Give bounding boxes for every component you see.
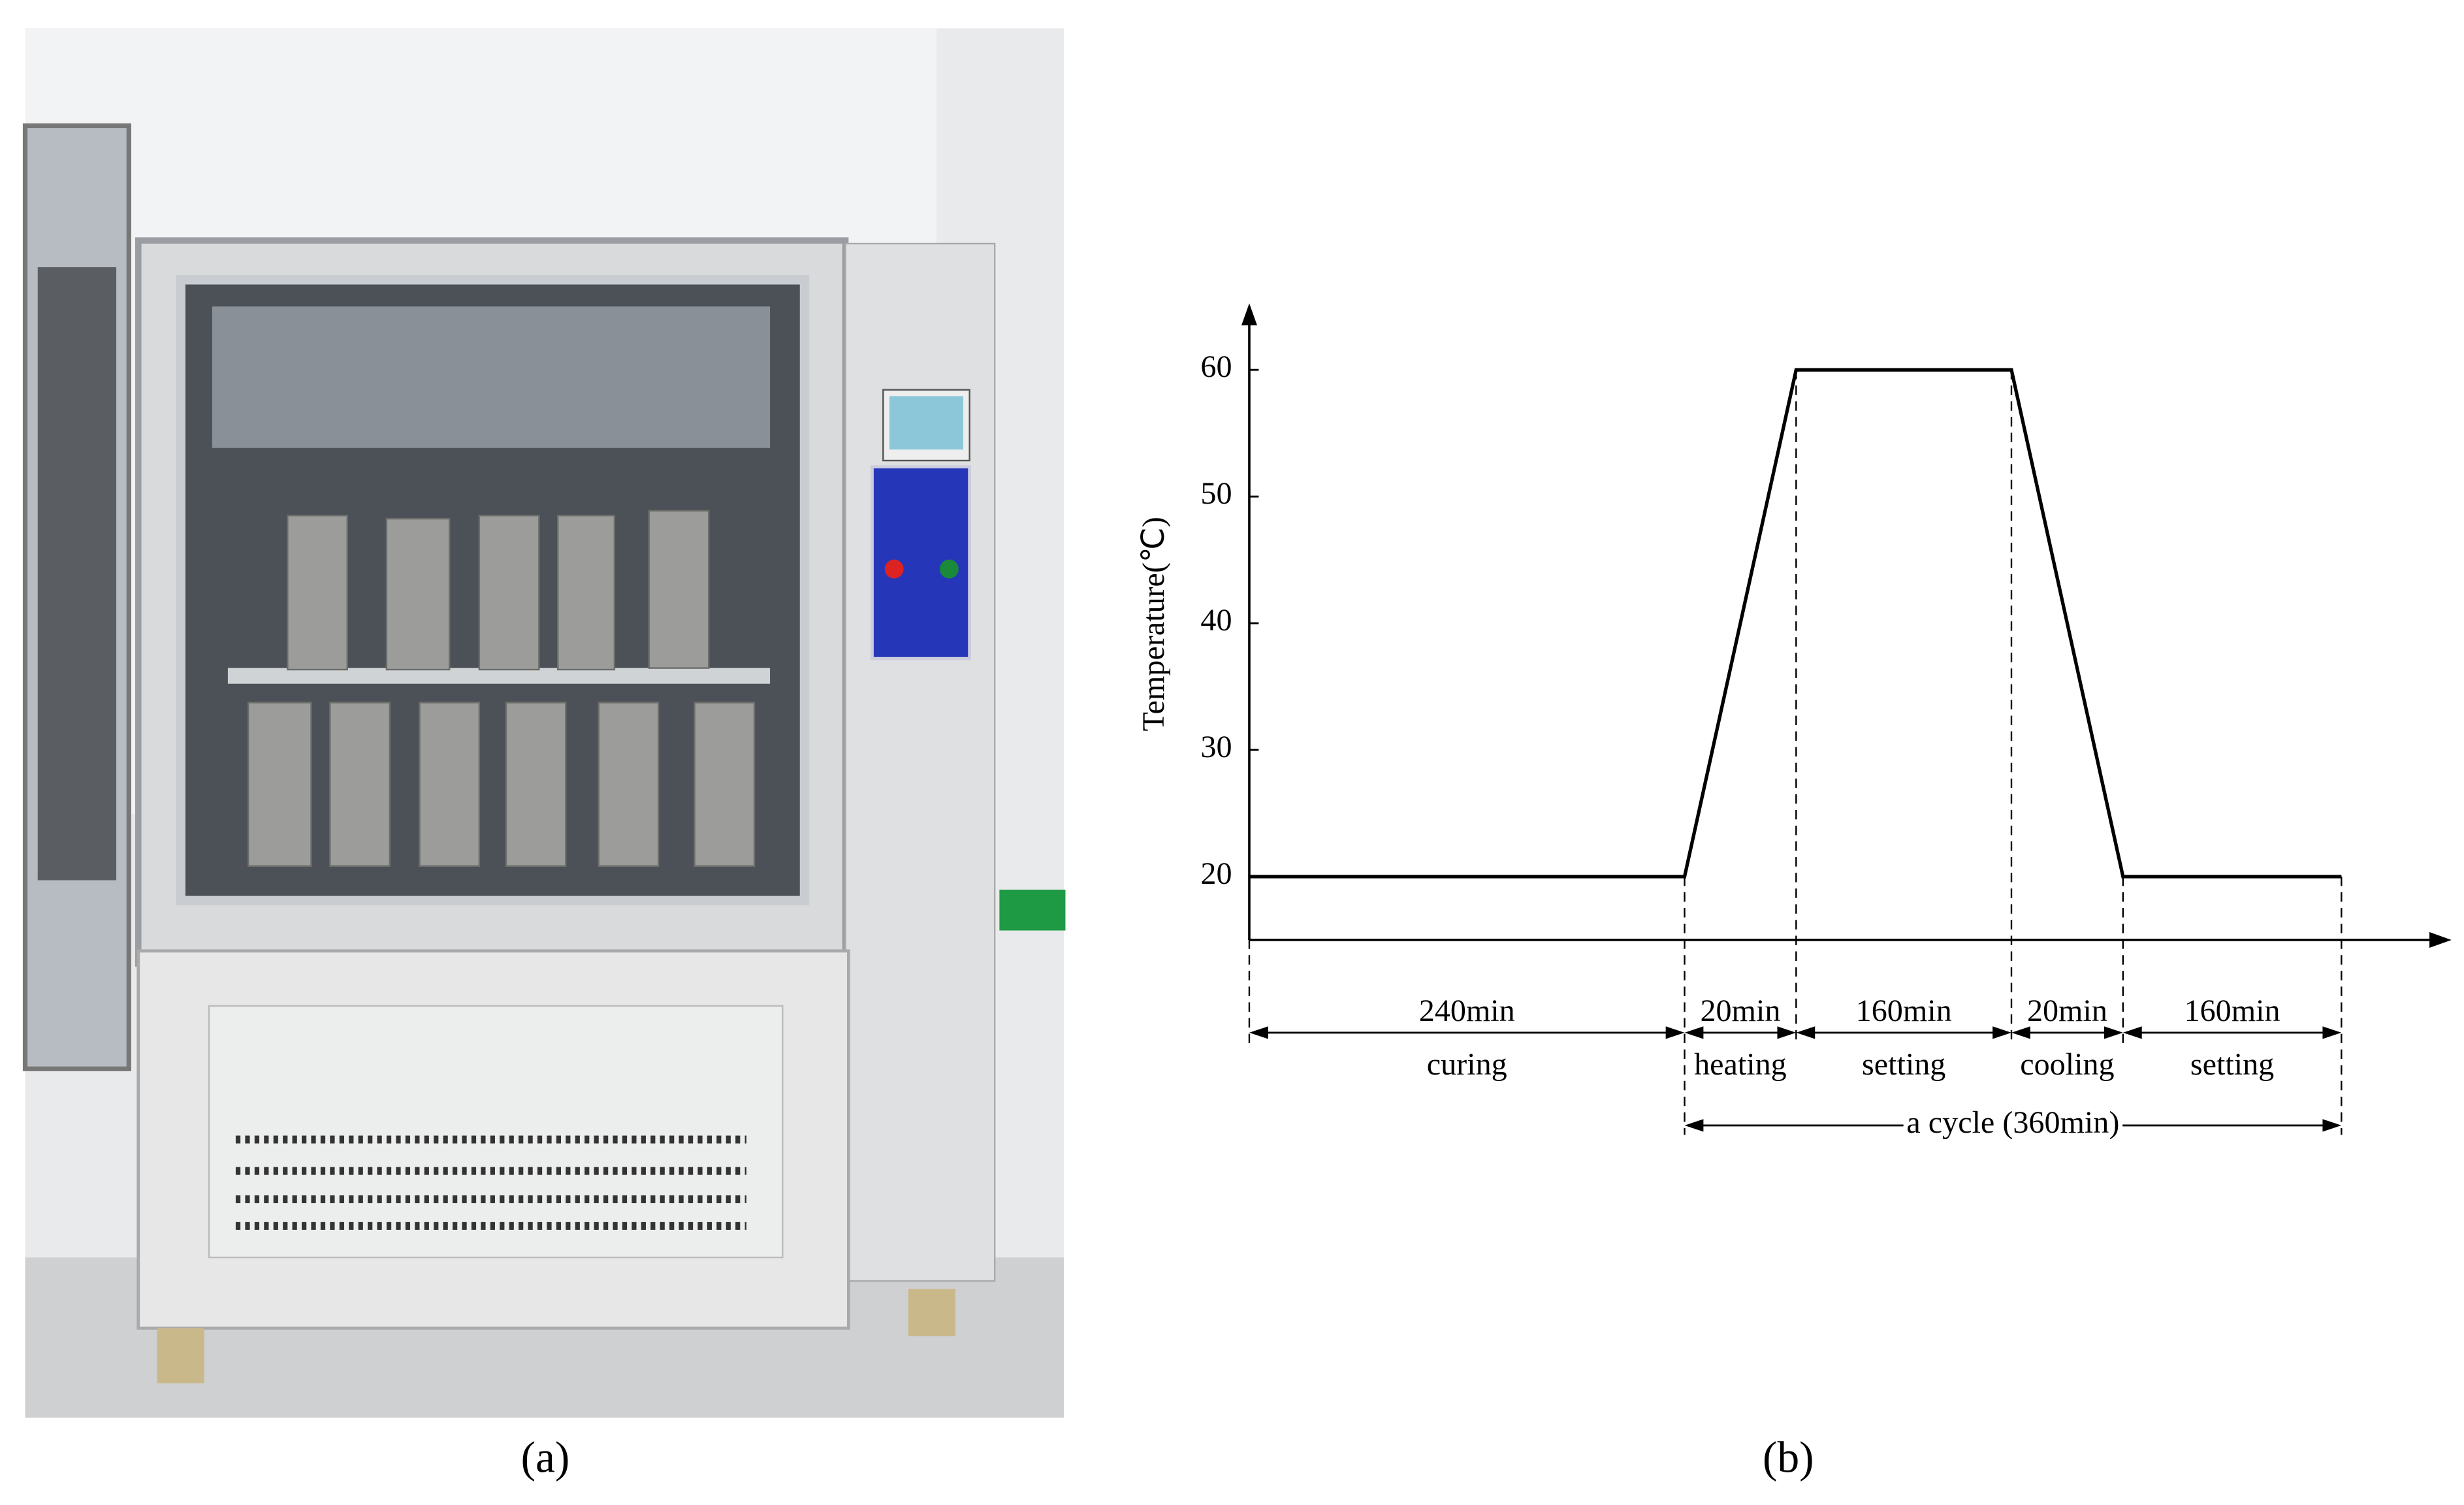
duration-arrow-head [1665, 1026, 1685, 1039]
duration-label: 20min [1700, 994, 1780, 1028]
duration-label: 20min [2027, 994, 2107, 1028]
duration-arrow-head [1249, 1026, 1268, 1039]
duration-arrow-head [1777, 1026, 1797, 1039]
duration-arrow-head [2104, 1026, 2123, 1039]
duration-label: 160min [2184, 994, 2280, 1028]
photo-caption: (a) [521, 1432, 570, 1481]
chart-caption: (b) [1763, 1432, 1814, 1481]
phase-label: setting [1862, 1047, 1945, 1082]
duration-label: 160min [1856, 994, 1952, 1028]
cycle-label-bg [1903, 1105, 2123, 1140]
cycle-arrow-head [2322, 1119, 2342, 1132]
duration-arrow-head [2122, 1026, 2142, 1039]
y-arrow [1241, 303, 1257, 326]
phase-label: cooling [2020, 1047, 2114, 1082]
phase-label: heating [1694, 1047, 1787, 1082]
phase-label: curing [1427, 1047, 1507, 1082]
y-tick-label: 40 [1200, 603, 1232, 638]
photo [22, 28, 1066, 1418]
phase-label: setting [2190, 1047, 2274, 1082]
y-tick-label: 20 [1200, 856, 1232, 891]
cycle-label: a cycle (360min) [1906, 1105, 2119, 1140]
duration-arrow-head [1992, 1026, 2011, 1039]
y-tick-label: 50 [1200, 476, 1232, 511]
y-axis-label: Temperature(℃) [1136, 517, 1171, 731]
x-arrow [2429, 931, 2452, 948]
duration-arrow-head [2011, 1026, 2030, 1039]
cycle-arrow-head [1684, 1119, 1704, 1132]
y-tick-label: 60 [1200, 349, 1232, 384]
temperature-line [1249, 368, 2342, 879]
duration-arrow-head [2322, 1026, 2342, 1039]
duration-arrow-head [1796, 1026, 1816, 1039]
y-tick-label: 30 [1200, 730, 1232, 764]
duration-label: 240min [1419, 994, 1515, 1028]
duration-arrow-head [1684, 1026, 1704, 1039]
